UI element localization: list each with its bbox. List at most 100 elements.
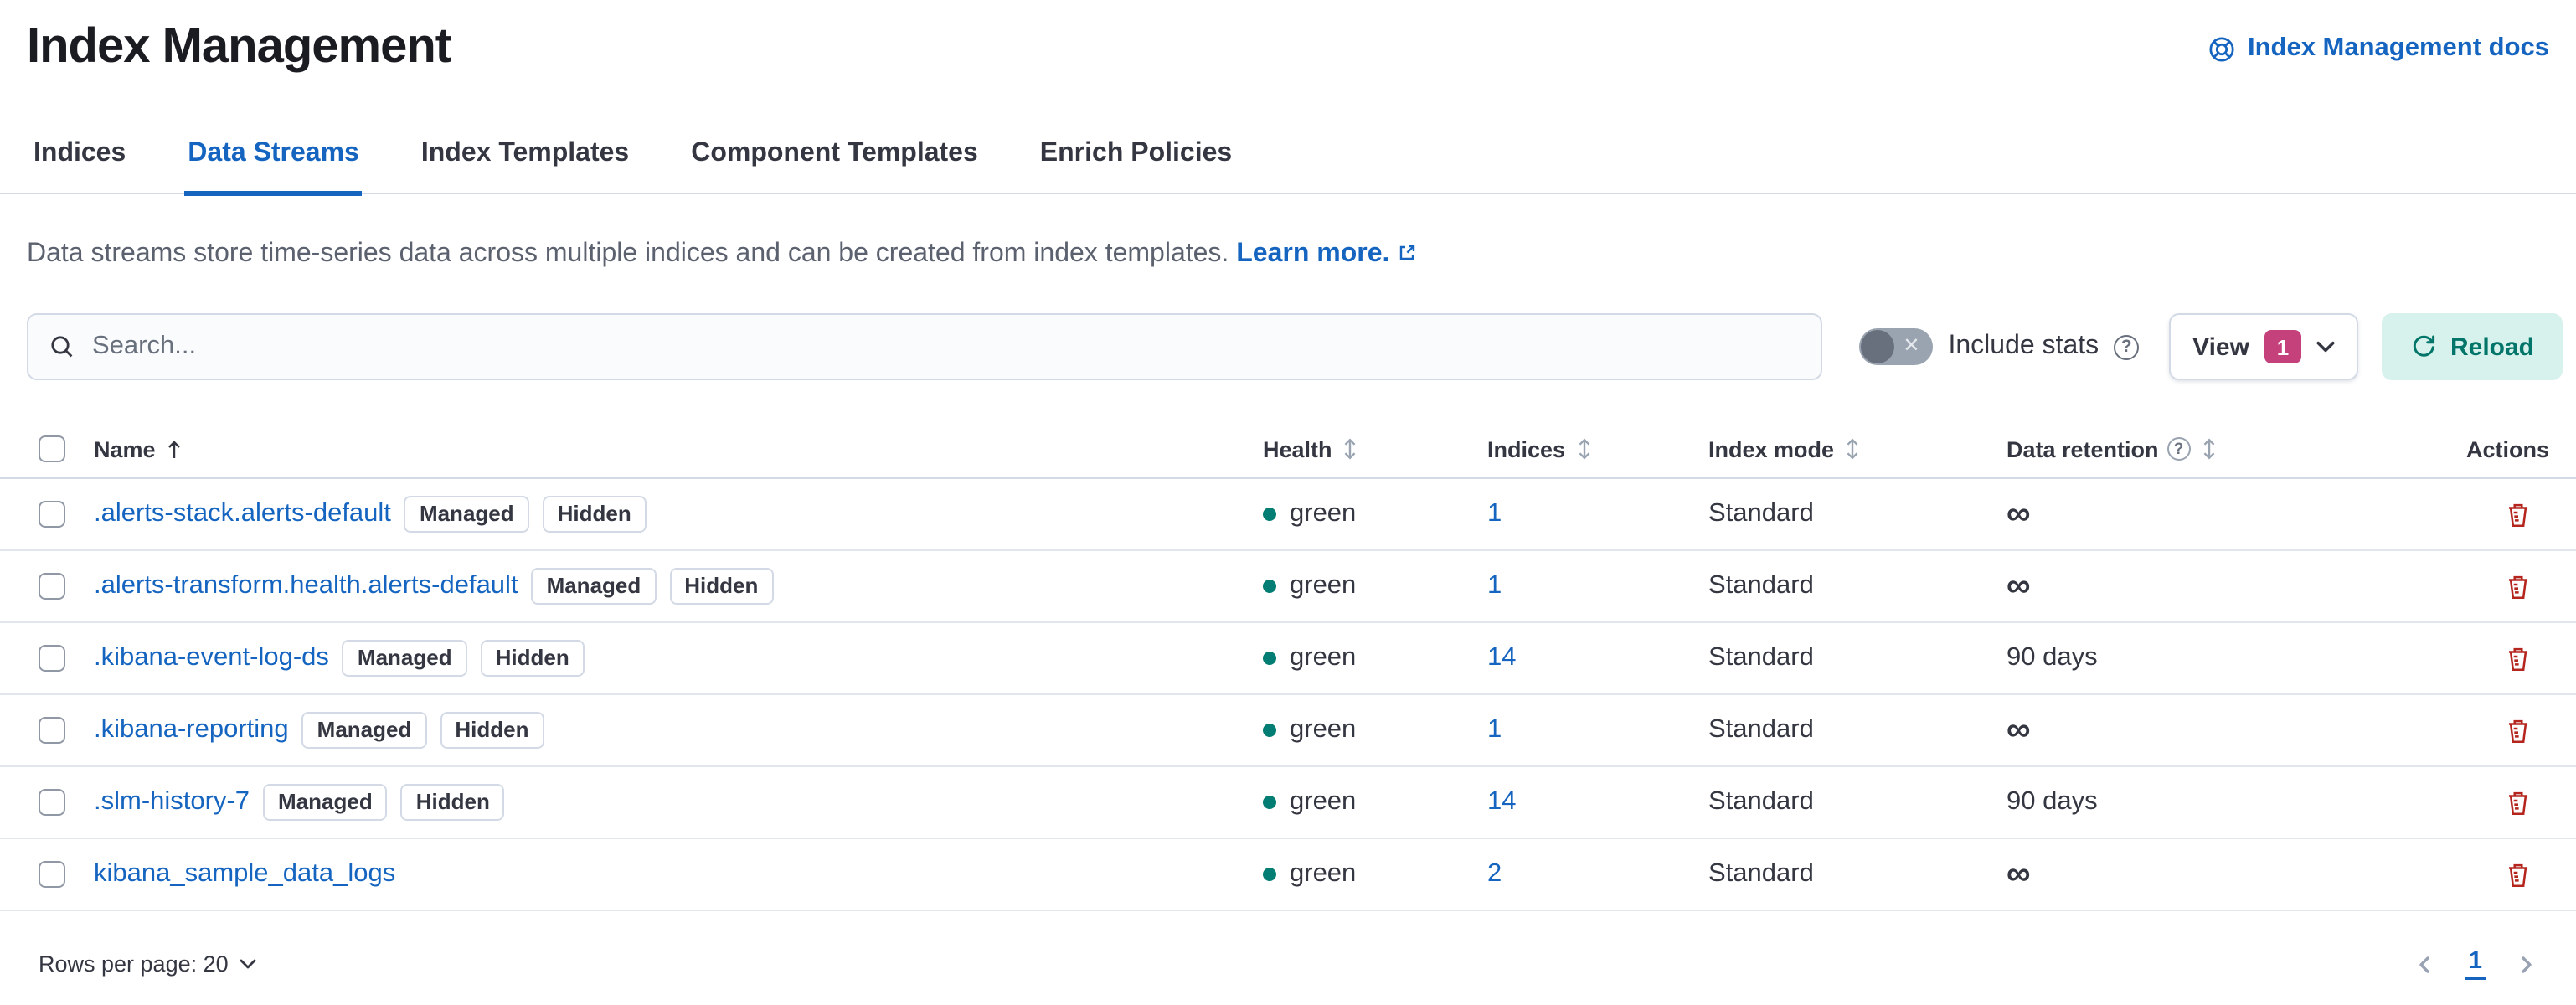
health-value: green — [1290, 643, 1357, 672]
reload-button[interactable]: Reload — [2381, 313, 2563, 380]
column-header-health[interactable]: Health — [1263, 436, 1487, 461]
delete-data-stream-button[interactable] — [2501, 785, 2536, 820]
table-row: .slm-history-7 Managed Hidden green 14 S… — [0, 767, 2576, 839]
data-stream-name-link[interactable]: .alerts-stack.alerts-default — [94, 499, 391, 528]
row-checkbox[interactable] — [39, 789, 65, 816]
toolbar: ✕ Include stats ? View 1 Reload — [0, 313, 2576, 380]
data-stream-name-link[interactable]: .kibana-event-log-ds — [94, 643, 329, 672]
toggle-off-x-icon: ✕ — [1903, 333, 1920, 357]
indices-count-link[interactable]: 14 — [1487, 643, 1517, 672]
page-number-1[interactable]: 1 — [2465, 948, 2486, 980]
index-mode-value: Standard — [1708, 643, 1814, 672]
tab-indices[interactable]: Indices — [33, 139, 126, 168]
health-value: green — [1290, 787, 1357, 816]
external-link-icon — [1396, 241, 1416, 270]
managed-badge: Managed — [342, 640, 467, 677]
index-mode-value: Standard — [1708, 715, 1814, 744]
table-row: .alerts-stack.alerts-default Managed Hid… — [0, 479, 2576, 551]
delete-data-stream-button[interactable] — [2501, 497, 2536, 532]
page-title: Index Management — [27, 20, 451, 74]
index-mode-value: Standard — [1708, 571, 1814, 600]
column-header-data-retention[interactable]: Data retention ? — [2007, 436, 2375, 461]
chevron-left-icon — [2415, 954, 2435, 974]
data-stream-name-link[interactable]: .alerts-transform.health.alerts-default — [94, 571, 518, 600]
sortable-icon — [1842, 437, 1862, 461]
pagination: 1 — [2412, 948, 2539, 980]
health-dot-icon — [1263, 580, 1276, 593]
hidden-badge: Hidden — [542, 496, 647, 533]
column-header-name[interactable]: Name — [94, 436, 1263, 461]
sortable-icon — [1341, 437, 1361, 461]
retention-value: 90 days — [2007, 787, 2098, 816]
trash-icon — [2504, 860, 2532, 889]
tab-enrich-policies[interactable]: Enrich Policies — [1039, 139, 1233, 168]
health-dot-icon — [1263, 796, 1276, 809]
managed-badge: Managed — [404, 496, 529, 533]
delete-data-stream-button[interactable] — [2501, 857, 2536, 892]
delete-data-stream-button[interactable] — [2501, 713, 2536, 748]
delete-data-stream-button[interactable] — [2501, 641, 2536, 676]
row-checkbox[interactable] — [39, 717, 65, 744]
view-button-label: View — [2192, 332, 2249, 361]
row-checkbox[interactable] — [39, 861, 65, 888]
row-checkbox[interactable] — [39, 573, 65, 600]
chevron-down-icon — [240, 958, 257, 970]
column-header-index-mode[interactable]: Index mode — [1708, 436, 2007, 461]
indices-count-link[interactable]: 2 — [1487, 859, 1502, 888]
indices-count-link[interactable]: 1 — [1487, 499, 1502, 528]
chevron-down-icon — [2316, 340, 2335, 353]
data-stream-name-link[interactable]: kibana_sample_data_logs — [94, 859, 396, 888]
index-mode-value: Standard — [1708, 859, 1814, 888]
description: Data streams store time-series data acro… — [0, 240, 2576, 271]
row-checkbox[interactable] — [39, 645, 65, 672]
table-footer: Rows per page: 20 1 — [0, 948, 2576, 980]
health-value: green — [1290, 499, 1357, 528]
indices-count-link[interactable]: 14 — [1487, 787, 1517, 816]
row-checkbox[interactable] — [39, 501, 65, 528]
data-retention-help-icon[interactable]: ? — [2166, 437, 2191, 461]
table-row: .kibana-reporting Managed Hidden green 1… — [0, 695, 2576, 767]
hidden-badge: Hidden — [669, 568, 774, 605]
tab-bar: Indices Data Streams Index Templates Com… — [0, 139, 2576, 196]
health-value: green — [1290, 571, 1357, 600]
column-header-indices[interactable]: Indices — [1487, 436, 1708, 461]
trash-icon — [2504, 788, 2532, 817]
previous-page-button[interactable] — [2412, 951, 2439, 977]
search-input[interactable] — [27, 313, 1823, 380]
hidden-badge: Hidden — [400, 784, 505, 821]
data-stream-name-link[interactable]: .kibana-reporting — [94, 715, 289, 744]
sortable-icon — [2199, 437, 2219, 461]
include-stats-toggle[interactable]: ✕ — [1859, 328, 1934, 365]
rows-per-page-label: Rows per page: 20 — [39, 951, 229, 977]
select-all-checkbox[interactable] — [39, 436, 65, 462]
indices-count-link[interactable]: 1 — [1487, 715, 1502, 744]
view-button[interactable]: View 1 — [2169, 313, 2358, 380]
infinite-retention-icon: ∞ — [2007, 567, 2031, 604]
health-dot-icon — [1263, 508, 1276, 521]
tab-data-streams[interactable]: Data Streams — [184, 139, 363, 196]
sort-ascending-icon — [164, 438, 184, 460]
delete-data-stream-button[interactable] — [2501, 569, 2536, 604]
hidden-badge: Hidden — [440, 712, 544, 749]
docs-link[interactable]: Index Management docs — [2208, 34, 2549, 64]
sortable-icon — [1574, 437, 1594, 461]
table-row: .alerts-transform.health.alerts-default … — [0, 551, 2576, 623]
learn-more-link[interactable]: Learn more. — [1236, 240, 1416, 268]
tab-component-templates[interactable]: Component Templates — [691, 139, 978, 168]
health-value: green — [1290, 859, 1357, 888]
reload-button-label: Reload — [2450, 332, 2534, 361]
view-count-badge: 1 — [2264, 330, 2301, 363]
refresh-icon — [2410, 333, 2437, 360]
data-stream-name-link[interactable]: .slm-history-7 — [94, 787, 250, 816]
health-dot-icon — [1263, 652, 1276, 665]
rows-per-page-button[interactable]: Rows per page: 20 — [39, 951, 257, 977]
indices-count-link[interactable]: 1 — [1487, 571, 1502, 600]
tab-index-templates[interactable]: Index Templates — [420, 139, 630, 168]
column-header-actions: Actions — [2465, 436, 2549, 461]
hidden-badge: Hidden — [480, 640, 585, 677]
include-stats-help-icon[interactable]: ? — [2114, 334, 2140, 359]
chevron-right-icon — [2516, 954, 2536, 974]
trash-icon — [2504, 500, 2532, 528]
next-page-button[interactable] — [2512, 951, 2539, 977]
